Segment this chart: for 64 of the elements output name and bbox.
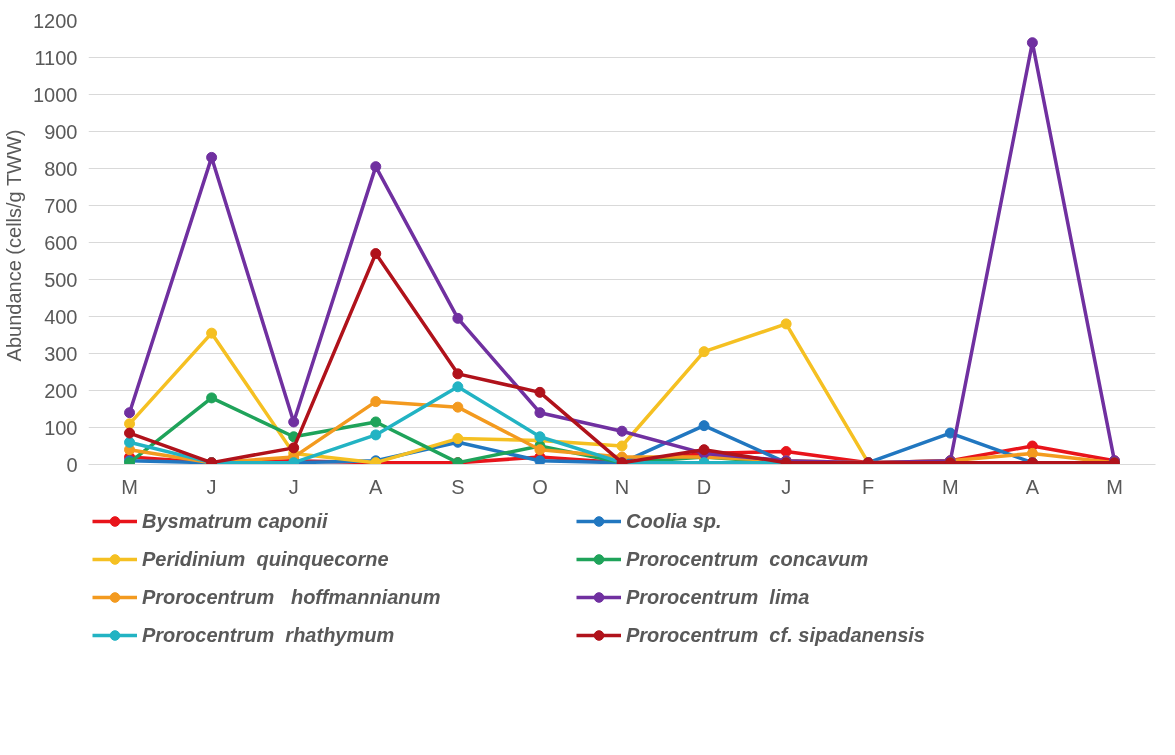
x-tick-label: F xyxy=(862,475,875,498)
y-tick-label: 900 xyxy=(44,120,78,143)
point xyxy=(288,442,300,454)
x-tick-label: N xyxy=(614,475,630,498)
point xyxy=(1026,37,1038,49)
y-tick-label: 800 xyxy=(44,157,78,180)
point xyxy=(534,386,546,398)
y-tick-label: 500 xyxy=(44,268,78,291)
point xyxy=(452,381,464,393)
point xyxy=(452,368,464,380)
y-axis-title: Abundance (cells/g TWW) xyxy=(3,129,26,362)
legend-label: Prorocentrum cf. sipadanensis xyxy=(626,623,926,647)
legend-label: Prorocentrum hoffmannianum xyxy=(142,585,442,609)
y-tick-label: 700 xyxy=(44,194,78,217)
x-tick-label: A xyxy=(1025,475,1040,498)
point xyxy=(206,151,218,163)
y-tick-label: 0 xyxy=(66,453,78,476)
x-tick-label: M xyxy=(121,475,138,498)
point xyxy=(124,418,136,430)
y-tick-label: 600 xyxy=(44,231,78,254)
legend-label: Prorocentrum rhathymum xyxy=(142,623,396,647)
point xyxy=(1026,447,1038,459)
point xyxy=(534,407,546,419)
legend-label: Peridinium quinquecorne xyxy=(142,547,390,571)
point xyxy=(370,248,382,260)
point xyxy=(452,401,464,413)
x-tick-label: J xyxy=(206,475,217,498)
y-tick-label: 1100 xyxy=(34,46,78,69)
x-tick-label: M xyxy=(1106,475,1123,498)
point xyxy=(616,440,628,452)
point xyxy=(534,444,546,456)
point xyxy=(370,396,382,408)
x-tick-label: J xyxy=(288,475,299,498)
y-tick-label: 1000 xyxy=(33,83,78,106)
point xyxy=(288,416,300,428)
point xyxy=(452,312,464,324)
legend-label: Bysmatrum caponii xyxy=(142,509,329,533)
legend-label: Prorocentrum concavum xyxy=(626,547,870,571)
x-tick-label: D xyxy=(696,475,712,498)
point xyxy=(124,407,136,419)
point xyxy=(780,318,792,330)
y-tick-label: 400 xyxy=(44,305,78,328)
legend-label: Coolia sp. xyxy=(626,509,723,533)
x-tick-label: O xyxy=(532,475,548,498)
point xyxy=(370,416,382,428)
point xyxy=(124,436,136,448)
point xyxy=(698,346,710,358)
y-tick-label: 200 xyxy=(44,379,78,402)
point xyxy=(206,392,218,404)
x-tick-label: A xyxy=(369,475,384,498)
y-tick-label: 1200 xyxy=(33,9,78,32)
point xyxy=(534,455,546,465)
x-tick-label: M xyxy=(941,475,959,498)
point xyxy=(370,161,382,173)
x-tick-label: J xyxy=(781,475,792,498)
y-tick-label: 300 xyxy=(44,342,78,365)
y-tick-label: 100 xyxy=(44,416,78,439)
point xyxy=(698,420,710,432)
point xyxy=(124,427,136,439)
x-tick-label: S xyxy=(451,475,465,498)
legend-label: Prorocentrum lima xyxy=(626,585,811,609)
point xyxy=(616,425,628,437)
point xyxy=(206,327,218,339)
point xyxy=(370,429,382,441)
